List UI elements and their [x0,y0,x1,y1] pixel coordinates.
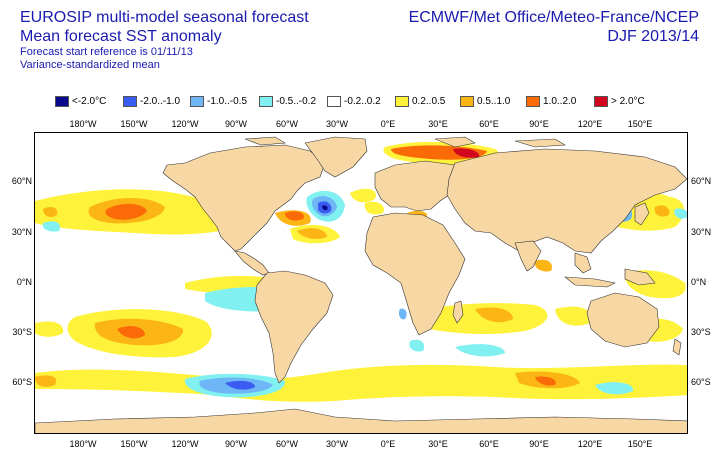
lat-tick-label: 60°S [12,377,32,387]
legend-label: 1.0..2.0 [543,95,577,107]
south-america [254,270,334,384]
lon-tick-label: 150°W [120,439,148,449]
legend-label: -1.0..-0.5 [207,95,248,107]
legend-item: -0.2..0.2 [327,94,381,108]
lon-tick-label: 150°W [120,119,148,129]
legend-label: -0.5..-0.2 [276,95,317,107]
lon-tick-label: 60°W [275,439,299,449]
lon-tick-label: 180°W [69,439,97,449]
lon-tick-label: 30°E [428,439,448,449]
antarctica [35,408,687,433]
lon-tick-label: 0°E [380,439,396,449]
lon-tick-label: 30°E [428,119,448,129]
lon-tick-label: 180°W [69,119,97,129]
legend-swatch [395,95,409,107]
sst-anomaly-map [34,132,688,434]
period-label: DJF 2013/14 [607,28,699,45]
legend-label: -2.0..-1.0 [140,95,181,107]
central-america [234,250,270,276]
lon-tick-label: 0°E [380,119,396,129]
legend-swatch [55,95,69,107]
legend-item: > 2.0°C [594,94,645,108]
lon-tick-label: 120°E [577,439,603,449]
asia [446,148,687,254]
legend-swatch [526,95,540,107]
legend-swatch [123,95,137,107]
lon-tick-label: 120°E [577,119,603,129]
source-label: ECMWF/Met Office/Meteo-France/NCEP [408,9,699,26]
lat-tick-label: 30°N [11,227,32,237]
lon-tick-label: 120°W [171,439,199,449]
legend-item: 0.2..0.5 [395,94,445,108]
map-subtitle: Mean forecast SST anomaly [20,28,222,45]
legend-item: -0.5..-0.2 [259,94,316,108]
legend-label: <-2.0°C [72,95,107,107]
legend-item: 1.0..2.0 [526,94,576,108]
lat-tick-label: 30°N [691,227,712,237]
australia [586,292,660,348]
africa [364,212,466,336]
legend-label: 0.5..1.0 [477,95,511,107]
lat-tick-label: 0°N [691,277,707,287]
variance-note: Variance-standardized mean [20,59,160,71]
legend-item: -2.0..-1.0 [123,94,180,108]
lon-tick-label: 150°E [627,439,653,449]
lon-tick-label: 30°W [325,119,349,129]
lat-tick-label: 30°S [12,327,32,337]
europe [374,160,466,212]
legend-item: 0.5..1.0 [460,94,510,108]
lon-tick-label: 90°E [529,439,549,449]
lon-tick-label: 90°W [224,119,248,129]
legend-label: -0.2..0.2 [344,95,381,107]
lon-tick-label: 90°E [529,119,549,129]
lon-tick-label: 60°E [479,439,499,449]
lon-tick-label: 60°W [275,119,299,129]
legend-swatch [190,95,204,107]
lon-tick-label: 30°W [325,439,349,449]
legend-swatch [259,95,273,107]
legend-swatch [460,95,474,107]
lat-tick-label: 60°N [691,176,712,186]
lon-tick-label: 120°W [171,119,199,129]
land-masses [35,136,687,433]
lon-tick-label: 150°E [627,119,653,129]
source-block: ECMWF/Met Office/Meteo-France/NCEP DJF 2… [409,8,699,46]
title-block: EUROSIP multi-model seasonal forecast Me… [20,8,309,72]
legend-label: 0.2..0.5 [412,95,446,107]
greenland [304,136,368,178]
legend-item: <-2.0°C [55,94,106,108]
map-canvas [35,136,687,433]
lat-tick-label: 30°S [691,327,711,337]
legend-label: > 2.0°C [611,95,645,107]
legend-item: -1.0..-0.5 [190,94,247,108]
legend-swatch [594,95,608,107]
map-title: EUROSIP multi-model seasonal forecast [20,9,309,26]
lon-tick-label: 90°W [224,439,248,449]
lat-tick-label: 60°N [11,176,32,186]
forecast-start-note: Forecast start reference is 01/11/13 [20,46,193,58]
lon-tick-label: 60°E [479,119,499,129]
legend-swatch [327,95,341,107]
lat-tick-label: 60°S [691,377,711,387]
lat-tick-label: 0°N [16,277,32,287]
